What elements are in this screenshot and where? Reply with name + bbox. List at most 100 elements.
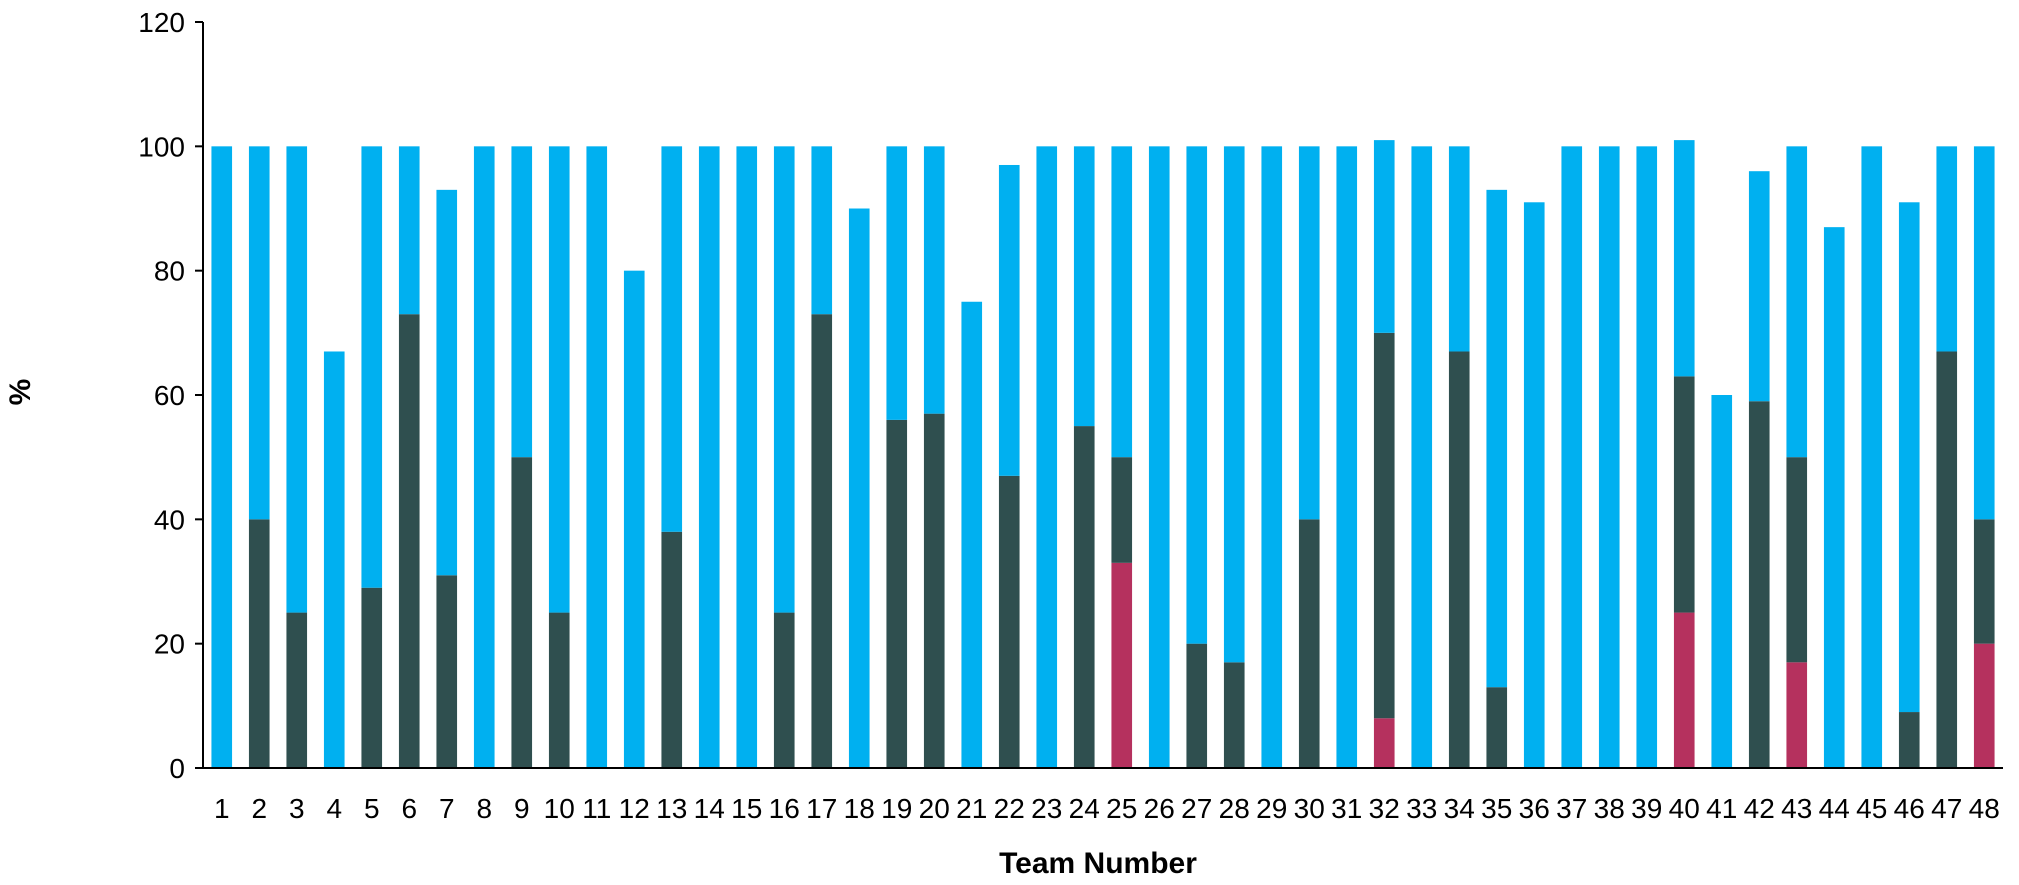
bar-segment-team-15-series-3 [736,146,758,769]
bar-segment-team-7-series-3 [436,189,458,576]
x-tick-label: 12 [619,793,650,824]
x-tick-label: 43 [1781,793,1812,824]
bar-segment-team-20-series-3 [923,146,945,414]
bar-segment-team-47-series-2 [1936,351,1958,768]
x-tick-label: 47 [1931,793,1962,824]
bar-segment-team-32-series-1 [1373,718,1395,768]
x-tick-label: 23 [1031,793,1062,824]
x-tick-label: 3 [289,793,305,824]
bar-segment-team-39-series-3 [1636,146,1658,769]
x-tick-label: 41 [1706,793,1737,824]
bar-segment-team-32-series-3 [1373,140,1395,333]
bar-segment-team-19-series-3 [886,146,908,420]
x-tick-label: 11 [582,793,611,824]
x-tick-label: 45 [1856,793,1887,824]
x-tick-label: 4 [326,793,342,824]
bar-segment-team-48-series-1 [1973,643,1995,768]
bar-segment-team-13-series-2 [661,531,683,768]
bar-segment-team-11-series-3 [586,146,608,769]
bar-segment-team-48-series-2 [1973,519,1995,644]
bar-segment-team-27-series-3 [1186,146,1208,644]
x-tick-label: 36 [1519,793,1550,824]
bar-segment-team-46-series-3 [1898,202,1920,713]
bar-segment-team-34-series-3 [1448,146,1470,352]
x-tick-label: 42 [1744,793,1775,824]
bar-segment-team-3-series-2 [286,612,308,768]
y-tick-label: 60 [154,380,185,411]
bar-segment-team-37-series-3 [1561,146,1583,769]
axes-layer [202,22,2003,769]
bar-segment-team-16-series-2 [773,612,795,768]
bar-segment-team-22-series-2 [998,475,1020,768]
y-tick-label: 80 [154,256,185,287]
bar-segment-team-35-series-2 [1486,687,1508,768]
x-tick-label: 35 [1481,793,1512,824]
bar-segment-team-43-series-1 [1786,662,1808,768]
bar-segment-team-40-series-2 [1673,376,1695,613]
bar-segment-team-30-series-3 [1298,146,1320,520]
bar-segment-team-42-series-3 [1748,171,1770,402]
bar-segment-team-31-series-3 [1336,146,1358,769]
bar-segment-team-40-series-1 [1673,612,1695,768]
bar-segment-team-43-series-3 [1786,146,1808,458]
x-tick-label: 48 [1969,793,2000,824]
bar-segment-team-17-series-3 [811,146,833,315]
bar-segment-team-10-series-2 [548,612,570,768]
bar-segment-team-12-series-3 [623,270,645,768]
x-tick-label: 16 [769,793,800,824]
bar-segment-team-30-series-2 [1298,519,1320,768]
x-tick-label: 10 [544,793,575,824]
x-tick-label: 44 [1819,793,1850,824]
x-tick-label: 27 [1181,793,1212,824]
bar-segment-team-47-series-3 [1936,146,1958,352]
bar-segment-team-32-series-2 [1373,332,1395,719]
x-tick-label: 29 [1256,793,1287,824]
y-tick-label: 40 [154,504,185,535]
bar-segment-team-21-series-3 [961,301,983,768]
bar-segment-team-25-series-2 [1111,457,1133,563]
bar-segment-team-24-series-2 [1073,426,1095,768]
x-axis-label: Team Number [999,847,1197,880]
x-tick-label: 38 [1594,793,1625,824]
bar-segment-team-2-series-2 [248,519,270,768]
x-tick-label: 28 [1219,793,1250,824]
bar-segment-team-9-series-2 [511,457,533,768]
bar-segment-team-46-series-2 [1898,712,1920,768]
y-tick-label: 20 [154,629,185,660]
x-tick-label: 31 [1331,793,1362,824]
x-tick-label: 19 [881,793,912,824]
bar-segment-team-22-series-3 [998,164,1020,476]
x-tick-label: 20 [919,793,950,824]
bar-segment-team-25-series-3 [1111,146,1133,458]
y-tick-label: 100 [138,131,185,162]
bar-segment-team-34-series-2 [1448,351,1470,768]
x-tick-label: 6 [401,793,417,824]
x-tick-label: 9 [514,793,530,824]
x-tick-label: 39 [1631,793,1662,824]
bar-segment-team-28-series-2 [1223,662,1245,768]
bar-segment-team-41-series-3 [1711,395,1733,768]
bar-segment-team-45-series-3 [1861,146,1883,769]
bar-segment-team-8-series-3 [473,146,495,769]
bar-segment-team-6-series-2 [398,314,420,768]
bar-segment-team-13-series-3 [661,146,683,532]
y-axis-label: % [4,379,37,406]
bar-segment-team-35-series-3 [1486,189,1508,688]
x-tick-label: 34 [1444,793,1475,824]
bar-segment-team-28-series-3 [1223,146,1245,663]
bar-segment-team-42-series-2 [1748,401,1770,768]
x-tick-label: 2 [251,793,267,824]
bar-segment-team-36-series-3 [1523,202,1545,769]
x-tick-label: 33 [1406,793,1437,824]
x-tick-label: 25 [1106,793,1137,824]
x-tick-label: 24 [1069,793,1100,824]
bar-segment-team-27-series-2 [1186,643,1208,768]
bar-segment-team-24-series-3 [1073,146,1095,427]
x-tick-label: 13 [656,793,687,824]
bar-segment-team-4-series-3 [323,351,345,768]
y-tick-label: 120 [138,7,185,38]
x-tick-labels: 1 2 3 4 5 6 7 8 9 10 11 12 13 14 15 16 17 18 19 20 21 22 23 24 2… [214,793,2000,824]
bar-segment-team-40-series-3 [1673,140,1695,377]
